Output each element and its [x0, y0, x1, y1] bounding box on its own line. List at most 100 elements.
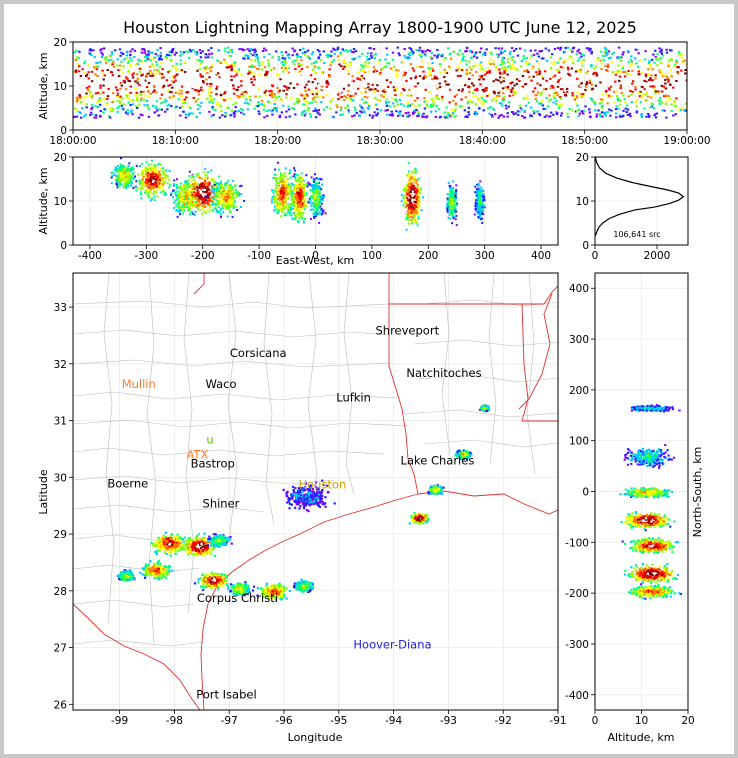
- time-altitude-source: [372, 114, 375, 117]
- eastwest-source: [219, 201, 222, 204]
- time-altitude-source: [407, 104, 410, 107]
- time-altitude-source: [575, 95, 579, 98]
- eastwest-source: [275, 184, 278, 187]
- time-altitude-source: [649, 78, 652, 81]
- eastwest-source: [116, 181, 119, 184]
- time-altitude-source: [96, 65, 100, 68]
- time-altitude-source: [151, 63, 154, 66]
- time-altitude-source: [155, 60, 158, 63]
- time-altitude-source: [383, 90, 387, 93]
- time-altitude-source: [403, 48, 406, 51]
- time-altitude-source: [351, 57, 354, 60]
- time-altitude-source: [432, 87, 436, 90]
- eastwest-source: [124, 172, 127, 175]
- time-altitude-source: [487, 107, 490, 110]
- time-altitude-source: [345, 88, 348, 91]
- time-altitude-source: [254, 55, 258, 58]
- time-altitude-source: [89, 48, 92, 51]
- time-altitude-source: [657, 90, 660, 93]
- eastwest-source: [281, 173, 284, 176]
- time-altitude-source: [153, 73, 157, 76]
- time-altitude-source: [492, 60, 495, 63]
- time-altitude-source: [626, 108, 630, 111]
- time-altitude-source: [325, 82, 328, 85]
- eastwest-source: [220, 195, 223, 198]
- time-altitude-source: [382, 88, 386, 91]
- eastwest-source: [201, 196, 204, 199]
- time-altitude-source: [361, 98, 364, 101]
- time-altitude-source: [235, 72, 238, 75]
- time-altitude-source: [376, 81, 379, 84]
- time-altitude-source: [99, 115, 102, 118]
- eastwest-source: [139, 183, 142, 186]
- time-altitude-source: [510, 67, 513, 70]
- time-altitude-source: [607, 57, 611, 60]
- time-altitude-source: [453, 75, 456, 78]
- eastwest-source: [313, 211, 316, 214]
- time-altitude-source: [509, 80, 512, 83]
- time-altitude-source: [602, 111, 605, 114]
- time-altitude-source: [210, 91, 213, 94]
- eastwest-source: [201, 204, 204, 207]
- eastwest-source: [291, 207, 294, 210]
- time-altitude-source: [210, 52, 214, 55]
- time-altitude-source: [522, 55, 525, 58]
- time-altitude-source: [196, 59, 199, 62]
- time-altitude-source: [564, 59, 567, 62]
- time-altitude-source: [137, 58, 140, 61]
- time-altitude-source: [243, 101, 247, 104]
- eastwest-source: [188, 201, 191, 204]
- time-altitude-source: [304, 95, 307, 98]
- time-altitude-source: [550, 84, 553, 87]
- eastwest-source: [121, 167, 124, 170]
- time-altitude-source: [359, 110, 362, 113]
- time-altitude-source: [177, 98, 180, 101]
- time-altitude-source: [661, 75, 665, 78]
- time-altitude-source: [92, 77, 95, 80]
- time-altitude-source: [504, 86, 508, 89]
- time-altitude-source: [142, 47, 145, 50]
- time-altitude-source: [570, 67, 574, 70]
- time-altitude-source: [443, 75, 446, 78]
- eastwest-source: [144, 184, 147, 187]
- time-altitude-source: [118, 102, 122, 105]
- eastwest-source: [295, 186, 298, 189]
- time-altitude-source: [103, 108, 106, 111]
- eastwest-source: [277, 207, 280, 210]
- time-altitude-source: [175, 62, 179, 65]
- eastwest-source: [204, 186, 207, 189]
- time-altitude-source: [227, 77, 230, 80]
- time-altitude-source: [506, 58, 509, 61]
- eastwest-source: [117, 184, 120, 187]
- eastwest-source: [146, 171, 149, 174]
- time-altitude-source: [497, 92, 500, 95]
- time-altitude-source: [351, 75, 354, 78]
- time-altitude-source: [413, 109, 416, 112]
- eastwest-source: [202, 185, 205, 188]
- eastwest-source: [168, 178, 171, 181]
- eastwest-source: [209, 178, 212, 181]
- time-altitude-source: [626, 113, 630, 116]
- time-altitude-source: [94, 114, 98, 117]
- time-altitude-source: [395, 70, 398, 73]
- time-altitude-source: [483, 73, 487, 76]
- eastwest-source: [126, 179, 129, 182]
- eastwest-source: [213, 197, 216, 200]
- time-altitude-source: [336, 46, 340, 49]
- time-altitude-source: [430, 57, 433, 60]
- time-altitude-source: [108, 116, 112, 119]
- time-altitude-source: [411, 112, 415, 115]
- time-altitude-ytick-label: 10: [54, 81, 67, 93]
- time-altitude-source: [532, 90, 535, 93]
- time-altitude-source: [560, 112, 564, 115]
- time-altitude-source: [353, 114, 356, 117]
- eastwest-source: [315, 212, 318, 215]
- time-altitude-source: [410, 94, 413, 97]
- time-altitude-source: [158, 58, 161, 61]
- time-altitude-source: [597, 109, 600, 112]
- eastwest-source: [275, 208, 278, 211]
- time-altitude-source: [602, 76, 605, 79]
- time-altitude-source: [319, 59, 323, 62]
- time-altitude-source: [128, 80, 132, 83]
- time-altitude-source: [89, 111, 93, 114]
